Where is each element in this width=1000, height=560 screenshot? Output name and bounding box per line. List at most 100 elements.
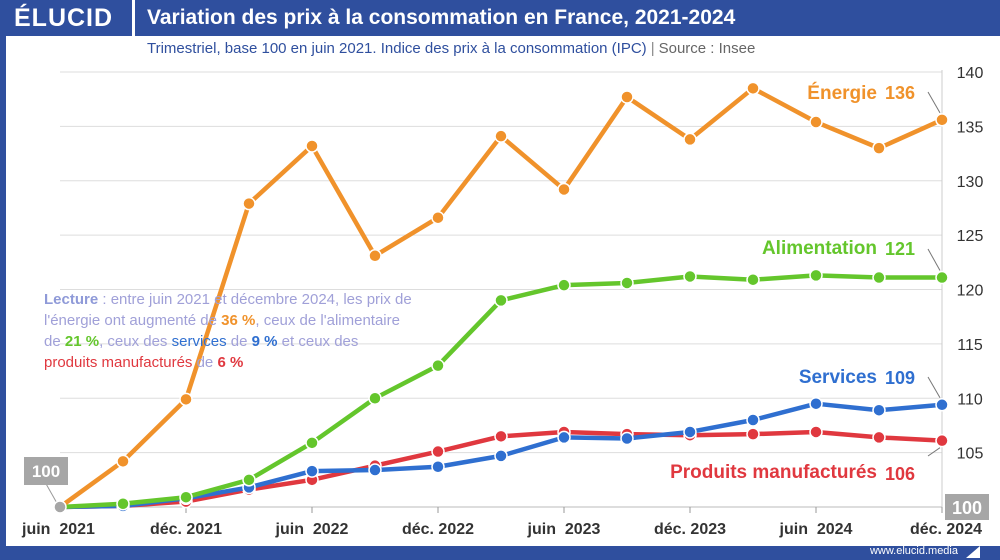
series-name-services: Services	[799, 367, 877, 388]
x-tick-label: juin 2021	[21, 521, 95, 538]
label-leader-energie	[927, 91, 941, 114]
note-services-word: services	[171, 333, 227, 350]
data-point-services	[872, 403, 886, 417]
data-point-energie	[242, 196, 256, 211]
data-point-alimentation	[431, 358, 445, 373]
series-labels: Énergie 136 Alimentation 121 Services 109 Prod…	[670, 82, 941, 484]
data-point-produits	[494, 429, 508, 444]
series-name-energie: Énergie	[807, 82, 877, 104]
label-leader-produits	[927, 447, 941, 457]
note-text-3: , ceux des	[99, 333, 172, 350]
data-point-energie	[746, 81, 760, 96]
x-tick-label: déc. 2024	[910, 521, 982, 538]
chart-subtitle: Trimestriel, base 100 en juin 2021. Indi…	[147, 40, 755, 57]
subtitle-separator: |	[650, 40, 655, 57]
data-point-alimentation	[746, 272, 760, 287]
data-point-energie	[620, 90, 634, 104]
data-point-services	[368, 463, 382, 477]
left-accent-bar	[0, 36, 6, 551]
data-point-services	[431, 460, 445, 474]
data-point-energie	[872, 141, 886, 155]
label-leader-services	[927, 376, 941, 399]
data-point-services	[305, 464, 319, 478]
series-end-value-produits: 106	[885, 464, 915, 484]
note-text-4: de	[226, 333, 252, 350]
note-text-2: , ceux de l'alimentaire de	[44, 312, 400, 350]
x-tick-label: juin 2024	[779, 521, 853, 538]
data-point-energie	[116, 454, 130, 469]
x-tick-label: déc. 2022	[402, 521, 474, 538]
note-produits-value: 6 %	[217, 354, 244, 371]
end-badge-label: 100	[952, 498, 982, 518]
note-text-5: et ceux des	[277, 333, 359, 350]
site-url[interactable]: www.elucid.media	[869, 545, 958, 557]
data-point-energie	[557, 182, 571, 197]
note-text-1: : entre juin 2021 et décembre 2024, les …	[44, 291, 412, 329]
subtitle-text: Trimestriel, base 100 en juin 2021. Indi…	[147, 40, 647, 57]
start-badge-leader	[44, 481, 59, 506]
footer-bar	[0, 546, 1000, 560]
elucid-mark-icon	[966, 546, 980, 558]
x-tick-label: juin 2023	[527, 521, 601, 538]
data-point-alimentation	[242, 473, 256, 487]
y-tick-label: 125	[957, 228, 984, 245]
start-badge	[24, 457, 68, 485]
note-services-value: 9 %	[251, 333, 278, 350]
data-point-energie	[368, 249, 382, 263]
data-point-alimentation	[683, 269, 697, 284]
start-badge-label: 100	[32, 462, 60, 481]
data-point-alimentation	[305, 436, 319, 450]
label-leader-alimentation	[927, 248, 941, 271]
data-point-services	[683, 425, 697, 439]
data-point-alimentation	[368, 391, 382, 405]
data-point-services	[620, 431, 634, 446]
data-point-produits	[809, 425, 823, 439]
data-point-alimentation	[179, 490, 193, 504]
data-point-energie	[683, 132, 697, 147]
data-point-alimentation	[620, 276, 634, 290]
note-produits-word: produits manufacturés	[44, 354, 193, 371]
y-tick-label: 140	[957, 65, 984, 82]
data-point-alimentation	[557, 278, 571, 292]
y-tick-label: 135	[957, 119, 984, 136]
data-point-services	[935, 398, 949, 412]
series-end-value-alimentation: 121	[885, 239, 915, 259]
data-point-energie	[935, 113, 949, 127]
data-point-energie	[179, 392, 193, 407]
data-point-services	[746, 413, 760, 427]
page-title: Variation des prix à la consommation en …	[147, 6, 736, 29]
note-energie-value: 36 %	[221, 312, 256, 329]
data-point-services	[494, 449, 508, 463]
header-bar: ÉLUCID Variation des prix à la consommat…	[0, 0, 1000, 36]
line-chart: 105 110 115 120 125 130 135 140 juin 2021 déc. 20…	[21, 65, 989, 538]
x-tick-label: déc. 2023	[654, 521, 726, 538]
gridlines	[60, 71, 942, 454]
data-point-produits	[746, 427, 760, 441]
data-point-energie	[431, 210, 445, 225]
data-point-produits	[431, 444, 445, 459]
data-point-produits	[872, 430, 886, 445]
y-tick-label: 105	[957, 446, 984, 463]
note-alimentation-value: 21 %	[64, 333, 100, 350]
y-tick-label: 110	[957, 391, 983, 408]
axes: 105 110 115 120 125 130 135 140 juin 2021 déc. 20…	[21, 65, 989, 538]
logo-divider	[132, 0, 135, 36]
x-tick-label: déc. 2021	[150, 521, 222, 538]
data-point-energie	[494, 129, 508, 143]
data-point-alimentation	[872, 270, 886, 285]
series-name-alimentation: Alimentation	[762, 238, 877, 259]
elucid-logo[interactable]: ÉLUCID	[14, 4, 114, 32]
note-text-6: de	[192, 354, 218, 371]
data-point-alimentation	[935, 270, 949, 285]
data-point-services	[809, 396, 823, 411]
data-point-alimentation	[809, 268, 823, 283]
source-text: Source : Insee	[658, 40, 756, 57]
y-tick-label: 130	[957, 174, 984, 191]
data-point-alimentation	[116, 496, 130, 511]
data-point-services	[557, 430, 571, 445]
data-point-alimentation	[494, 293, 508, 308]
y-tick-label: 115	[957, 337, 983, 354]
note-lecture-label: Lecture	[44, 291, 99, 308]
y-tick-label: 120	[957, 283, 984, 300]
